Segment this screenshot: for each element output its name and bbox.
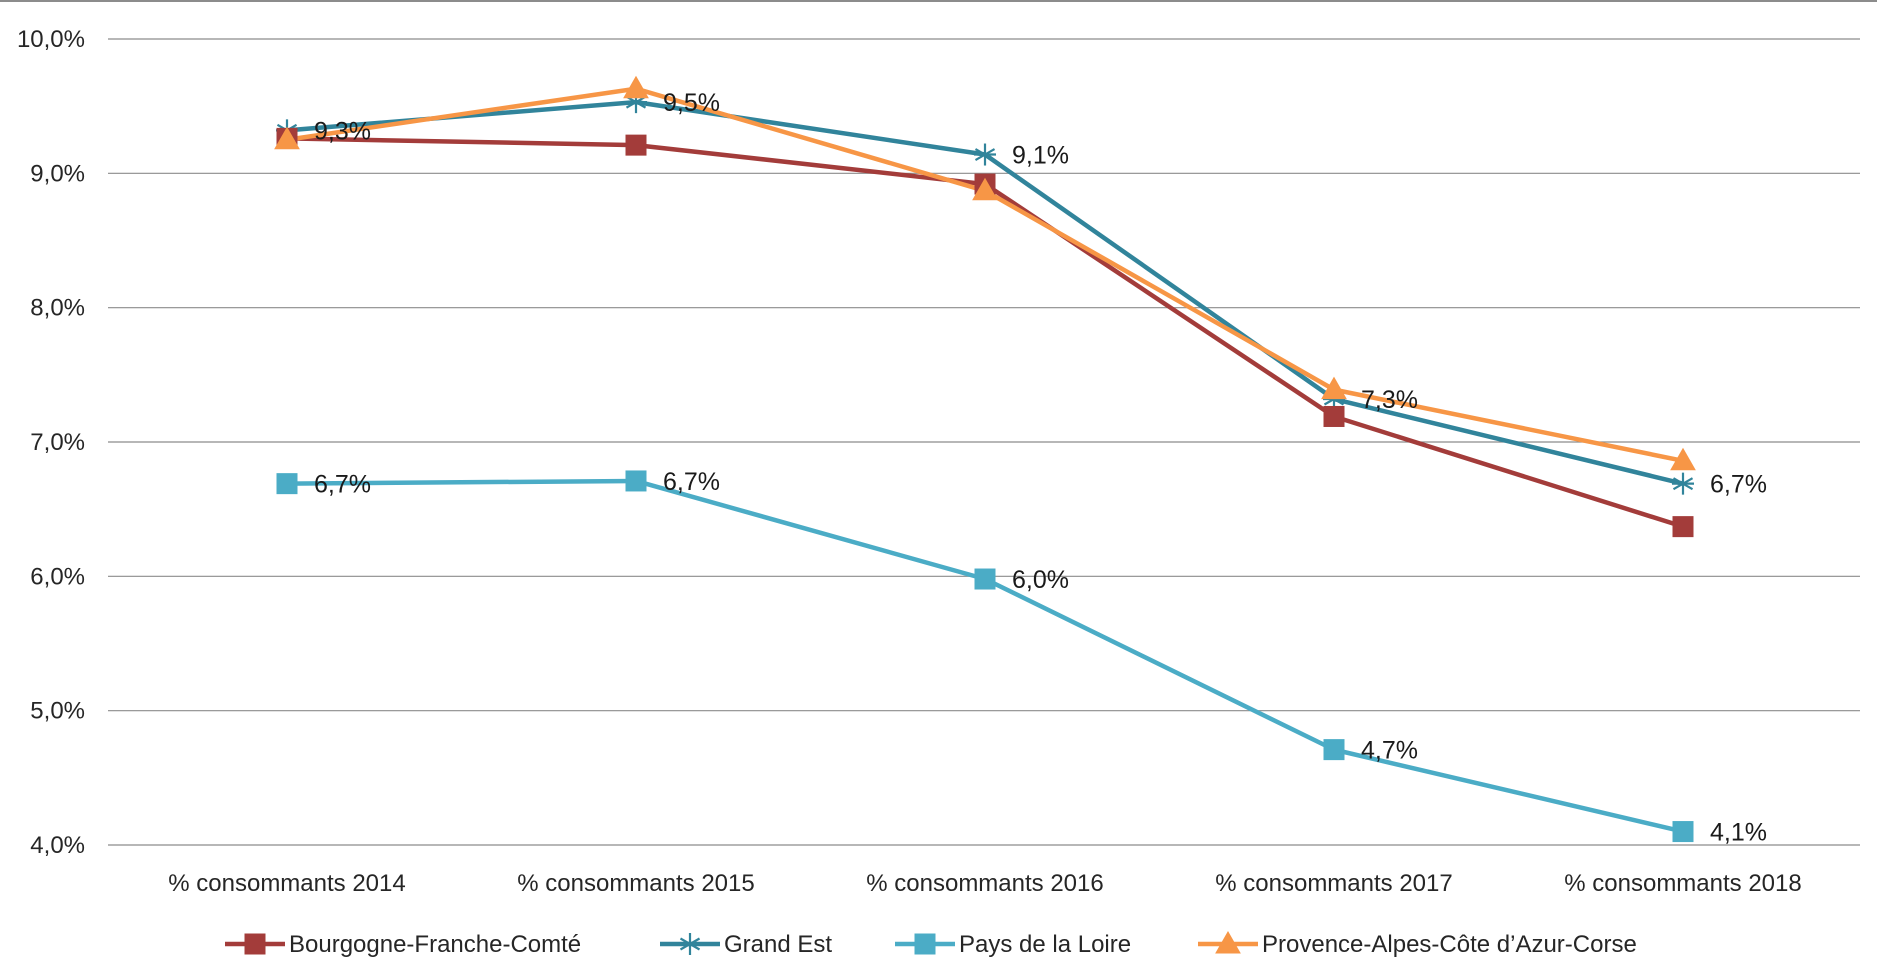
data-point (1323, 739, 1345, 761)
data-point (1321, 376, 1347, 400)
y-tick-label: 9,0% (30, 160, 85, 187)
legend-marker (244, 933, 266, 955)
legend-label: Bourgogne-Franche-Comté (289, 931, 581, 958)
data-point (625, 91, 647, 114)
legend: Bourgogne-Franche-Comté Grand Est Pays de … (225, 930, 1637, 958)
data-point (1672, 472, 1694, 495)
data-label: 9,1% (1012, 142, 1069, 170)
data-label: 9,3% (314, 117, 371, 145)
x-tick-label: % consommants 2016 (866, 870, 1103, 897)
legend-label: Provence-Alpes-Côte d’Azur-Corse (1262, 931, 1637, 958)
series-markers (274, 75, 1696, 843)
x-axis-ticks: % consommants 2014 % consommants 2015 % co… (168, 870, 1801, 897)
legend-marker (679, 933, 701, 955)
data-point (1670, 447, 1696, 471)
x-tick-label: % consommants 2015 (517, 870, 754, 897)
data-label: 6,7% (663, 468, 720, 496)
data-point (625, 470, 647, 492)
y-tick-label: 10,0% (17, 26, 85, 53)
legend-marker (1215, 930, 1241, 954)
data-point (974, 568, 996, 590)
data-point (1672, 516, 1694, 538)
x-tick-label: % consommants 2017 (1215, 870, 1452, 897)
legend-item: Bourgogne-Franche-Comté (225, 931, 581, 958)
data-label: 6,7% (1710, 471, 1767, 499)
legend-marker (914, 933, 936, 955)
data-label: 4,7% (1361, 737, 1418, 765)
x-tick-label: % consommants 2014 (168, 870, 405, 897)
data-point (1672, 821, 1694, 843)
legend-item: Pays de la Loire (895, 931, 1131, 958)
data-point (276, 473, 298, 495)
legend-label: Grand Est (724, 931, 832, 958)
data-label: 4,1% (1710, 819, 1767, 847)
y-tick-label: 4,0% (30, 832, 85, 859)
data-point (623, 75, 649, 99)
data-label: 9,5% (663, 89, 720, 117)
y-axis-ticks: 4,0% 5,0% 6,0% 7,0% 8,0% 9,0% 10,0% (17, 26, 85, 859)
data-label: 6,7% (314, 471, 371, 499)
y-tick-label: 6,0% (30, 563, 85, 590)
data-point (1323, 405, 1345, 427)
data-label: 7,3% (1361, 386, 1418, 414)
legend-item: Grand Est (660, 931, 832, 958)
data-point (972, 177, 998, 201)
series-line (284, 478, 1686, 834)
y-tick-label: 7,0% (30, 429, 85, 456)
legend-item: Provence-Alpes-Côte d’Azur-Corse (1198, 930, 1637, 958)
legend-label: Pays de la Loire (959, 931, 1131, 958)
data-labels: 9,3% 9,5% 9,1% 7,3% 6,7% 6,7% 6,7% 6,0% 4,7% 4,1% (314, 89, 1767, 846)
data-point (974, 143, 996, 166)
y-tick-label: 5,0% (30, 698, 85, 725)
x-tick-label: % consommants 2018 (1564, 870, 1801, 897)
y-tick-label: 8,0% (30, 295, 85, 322)
data-point (274, 126, 300, 150)
data-point (625, 134, 647, 156)
data-label: 6,0% (1012, 566, 1069, 594)
